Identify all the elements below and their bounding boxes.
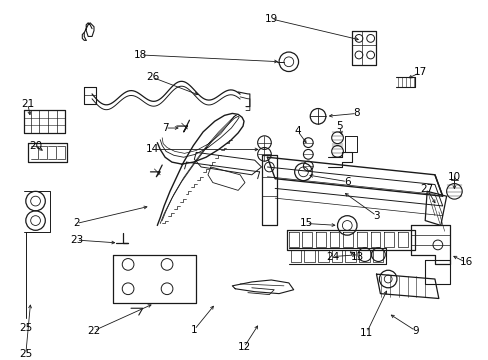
Text: 17: 17	[413, 67, 426, 77]
Text: 2: 2	[73, 219, 80, 229]
Text: 19: 19	[264, 14, 277, 24]
Text: 15: 15	[299, 219, 312, 229]
Text: 24: 24	[325, 252, 339, 262]
Text: 16: 16	[459, 257, 472, 267]
Text: 25: 25	[19, 349, 32, 359]
Text: 10: 10	[447, 172, 460, 182]
Text: 1: 1	[191, 325, 197, 335]
Text: 13: 13	[350, 252, 363, 262]
Text: 12: 12	[237, 342, 250, 352]
Text: 5: 5	[335, 121, 342, 131]
Text: 9: 9	[411, 326, 418, 336]
Text: 7: 7	[162, 123, 168, 133]
Text: 6: 6	[343, 177, 350, 186]
Text: 22: 22	[87, 326, 101, 336]
Text: 26: 26	[145, 72, 159, 82]
Text: 20: 20	[29, 140, 42, 150]
Text: 21: 21	[21, 99, 34, 109]
Text: 27: 27	[420, 184, 433, 194]
Text: 11: 11	[359, 328, 373, 338]
Text: 14: 14	[145, 144, 159, 154]
Text: 4: 4	[294, 126, 300, 136]
Text: 18: 18	[134, 50, 147, 60]
Text: 8: 8	[353, 108, 360, 118]
Text: 25: 25	[19, 323, 32, 333]
Text: 3: 3	[372, 211, 379, 221]
Text: 23: 23	[70, 235, 83, 245]
